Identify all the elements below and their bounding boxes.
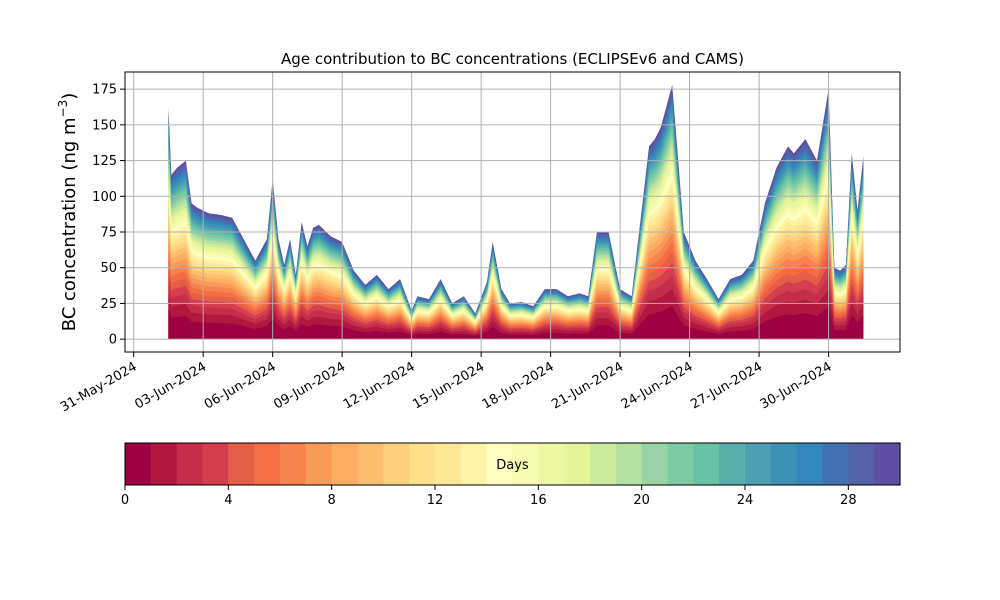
y-tick-label: 125 bbox=[92, 154, 117, 169]
colorbar-segment bbox=[486, 443, 514, 485]
colorbar-segment bbox=[719, 443, 746, 485]
colorbar-segment bbox=[150, 443, 178, 485]
x-tick-label: 03-Jun-2024 bbox=[132, 359, 209, 412]
y-axis-label-superscript: −3 bbox=[56, 100, 70, 118]
chart-title: Age contribution to BC concentrations (E… bbox=[281, 50, 744, 68]
y-tick-label: 50 bbox=[100, 261, 117, 276]
x-tick-label: 12-Jun-2024 bbox=[341, 359, 418, 412]
colorbar-tick-label: 20 bbox=[633, 493, 650, 508]
x-tick-label: 21-Jun-2024 bbox=[549, 359, 626, 412]
colorbar-segment bbox=[822, 443, 849, 485]
colorbar-segment bbox=[693, 443, 720, 485]
colorbar-segment bbox=[383, 443, 410, 485]
colorbar-tick-label: 28 bbox=[840, 493, 857, 508]
colorbar-segment bbox=[176, 443, 204, 485]
y-tick-label: 175 bbox=[92, 83, 117, 98]
colorbar-segment bbox=[357, 443, 384, 485]
colorbar-segment bbox=[745, 443, 772, 485]
colorbar-segment bbox=[331, 443, 359, 485]
colorbar-segment bbox=[435, 443, 462, 485]
colorbar-segment bbox=[615, 443, 643, 485]
colorbar-segment bbox=[538, 443, 565, 485]
y-tick-label: 100 bbox=[92, 190, 117, 205]
colorbar-segment bbox=[641, 443, 669, 485]
colorbar-segment bbox=[305, 443, 333, 485]
y-tick-label: 0 bbox=[109, 333, 117, 348]
colorbar-tick-label: 4 bbox=[224, 493, 232, 508]
colorbar-frame bbox=[124, 442, 901, 486]
colorbar-segment bbox=[460, 443, 488, 485]
colorbar-tick-label: 8 bbox=[328, 493, 336, 508]
colorbar-segment bbox=[874, 443, 901, 485]
colorbar-tick-label: 12 bbox=[427, 493, 444, 508]
x-tick-label: 27-Jun-2024 bbox=[688, 359, 765, 412]
y-tick-label: 25 bbox=[100, 297, 117, 312]
colorbar-segment bbox=[770, 443, 798, 485]
grid bbox=[125, 72, 900, 352]
x-tick-label: 18-Jun-2024 bbox=[480, 359, 557, 412]
colorbar-segment bbox=[125, 443, 152, 485]
colorbar-segment bbox=[409, 443, 436, 485]
plot-frame bbox=[124, 71, 901, 353]
colorbar-label: Days bbox=[496, 458, 529, 473]
x-tick-label: 06-Jun-2024 bbox=[202, 359, 279, 412]
x-tick-label: 24-Jun-2024 bbox=[619, 359, 696, 412]
colorbar-ticks: 0 4 8 12 16 20 24 28 bbox=[121, 485, 857, 508]
colorbar-tick-label: 24 bbox=[737, 493, 754, 508]
x-axis: 31-May-202403-Jun-202406-Jun-202409-Jun-… bbox=[58, 352, 835, 415]
colorbar-segment bbox=[228, 443, 255, 485]
colorbar-segment bbox=[512, 443, 539, 485]
x-tick-label: 09-Jun-2024 bbox=[271, 359, 348, 412]
y-tick-label: 75 bbox=[100, 226, 117, 241]
colorbar-segment bbox=[590, 443, 617, 485]
colorbar bbox=[125, 443, 901, 485]
y-tick-label: 150 bbox=[92, 118, 117, 133]
colorbar-tick-label: 16 bbox=[530, 493, 547, 508]
y-axis: 0 25 50 75 100 125 150 175 bbox=[92, 83, 125, 348]
colorbar-segment bbox=[254, 443, 281, 485]
colorbar-segment bbox=[796, 443, 824, 485]
colorbar-segment bbox=[848, 443, 875, 485]
x-tick-label: 31-May-2024 bbox=[58, 359, 140, 415]
x-tick-label: 15-Jun-2024 bbox=[410, 359, 487, 412]
colorbar-segment bbox=[202, 443, 229, 485]
x-tick-label: 30-Jun-2024 bbox=[758, 359, 835, 412]
colorbar-segment bbox=[280, 443, 307, 485]
colorbar-segment bbox=[564, 443, 591, 485]
y-axis-label: BC concentration (ng m−3) bbox=[56, 93, 80, 332]
colorbar-segment bbox=[667, 443, 694, 485]
colorbar-tick-label: 0 bbox=[121, 493, 129, 508]
